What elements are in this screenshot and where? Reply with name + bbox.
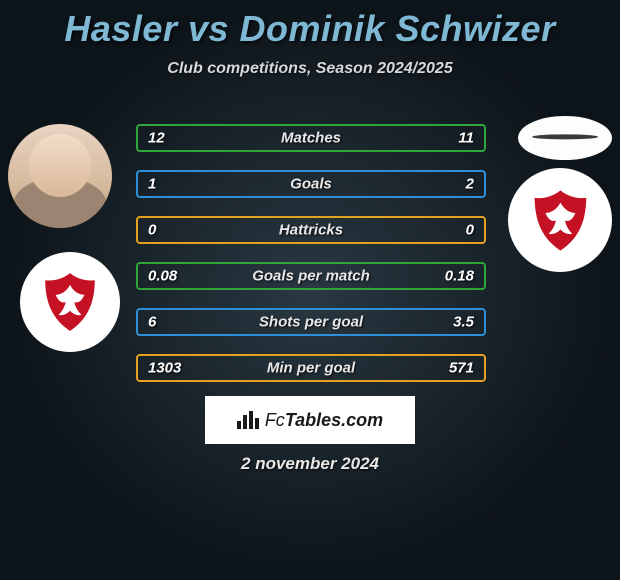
subtitle: Club competitions, Season 2024/2025 bbox=[0, 60, 620, 78]
stat-right-value: 571 bbox=[449, 360, 474, 377]
page-title: Hasler vs Dominik Schwizer bbox=[0, 0, 620, 50]
player1-avatar bbox=[8, 124, 112, 228]
stat-label: Goals bbox=[290, 176, 332, 193]
footer-brand-badge: FcTables.com bbox=[205, 396, 415, 444]
stat-label: Hattricks bbox=[279, 222, 343, 239]
stat-row: 12 Matches 11 bbox=[136, 124, 486, 152]
footer-brand-text: FcTables.com bbox=[265, 410, 383, 431]
stat-left-value: 12 bbox=[148, 130, 165, 147]
stat-right-value: 0.18 bbox=[445, 268, 474, 285]
stat-row: 0 Hattricks 0 bbox=[136, 216, 486, 244]
bars-icon bbox=[237, 411, 259, 429]
stat-left-value: 0.08 bbox=[148, 268, 177, 285]
stat-left-value: 1 bbox=[148, 176, 156, 193]
stat-right-value: 0 bbox=[466, 222, 474, 239]
stat-label: Shots per goal bbox=[259, 314, 363, 331]
stat-left-value: 1303 bbox=[148, 360, 181, 377]
stats-table: 12Matches111Goals20Hattricks00.08Goals p… bbox=[136, 124, 486, 400]
stat-right-value: 11 bbox=[458, 130, 474, 147]
stat-right-value: 2 bbox=[466, 176, 474, 193]
stat-left-value: 0 bbox=[148, 222, 156, 239]
stat-label: Min per goal bbox=[267, 360, 355, 377]
stat-row: 1 Goals 2 bbox=[136, 170, 486, 198]
player2-club-crest bbox=[508, 168, 612, 272]
stat-label: Goals per match bbox=[252, 268, 370, 285]
crest-icon bbox=[523, 183, 598, 258]
stat-left-value: 6 bbox=[148, 314, 156, 331]
stat-row: 1303 Min per goal 571 bbox=[136, 354, 486, 382]
stat-row: 0.08 Goals per match 0.18 bbox=[136, 262, 486, 290]
crest-icon bbox=[34, 266, 106, 338]
stat-label: Matches bbox=[281, 130, 341, 147]
stat-right-value: 3.5 bbox=[453, 314, 474, 331]
player1-club-crest bbox=[20, 252, 120, 352]
date-text: 2 november 2024 bbox=[241, 454, 379, 474]
player2-avatar bbox=[518, 116, 612, 160]
stat-row: 6 Shots per goal 3.5 bbox=[136, 308, 486, 336]
